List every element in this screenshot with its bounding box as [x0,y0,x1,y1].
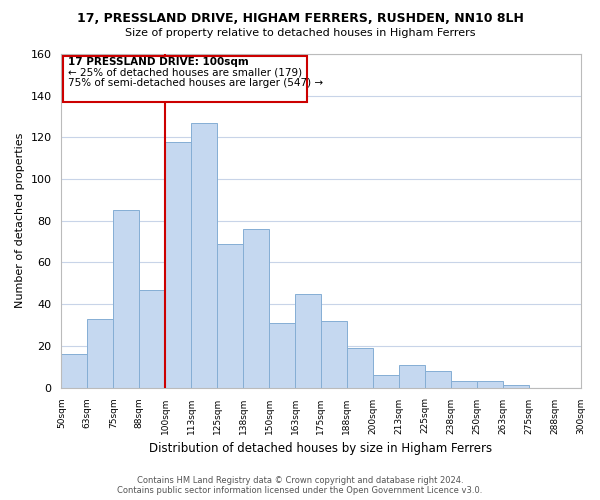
Text: Size of property relative to detached houses in Higham Ferrers: Size of property relative to detached ho… [125,28,475,38]
Text: 75% of semi-detached houses are larger (547) →: 75% of semi-detached houses are larger (… [68,78,323,88]
Bar [373,375,399,388]
Text: 17 PRESSLAND DRIVE: 100sqm: 17 PRESSLAND DRIVE: 100sqm [68,57,248,67]
Bar [476,382,503,388]
Bar [243,229,269,388]
Bar [503,386,529,388]
Bar [191,123,217,388]
Bar [269,323,295,388]
Bar [347,348,373,388]
Bar [425,371,451,388]
Bar [399,364,425,388]
Bar [165,142,191,388]
Text: 17, PRESSLAND DRIVE, HIGHAM FERRERS, RUSHDEN, NN10 8LH: 17, PRESSLAND DRIVE, HIGHAM FERRERS, RUS… [77,12,523,26]
FancyBboxPatch shape [63,56,307,102]
Text: ← 25% of detached houses are smaller (179): ← 25% of detached houses are smaller (17… [68,68,302,78]
X-axis label: Distribution of detached houses by size in Higham Ferrers: Distribution of detached houses by size … [149,442,493,455]
Bar [139,290,165,388]
Bar [295,294,321,388]
Bar [88,319,113,388]
Bar [451,382,476,388]
Y-axis label: Number of detached properties: Number of detached properties [15,133,25,308]
Text: Contains HM Land Registry data © Crown copyright and database right 2024.
Contai: Contains HM Land Registry data © Crown c… [118,476,482,495]
Bar [61,354,88,388]
Bar [321,321,347,388]
Bar [217,244,243,388]
Bar [113,210,139,388]
